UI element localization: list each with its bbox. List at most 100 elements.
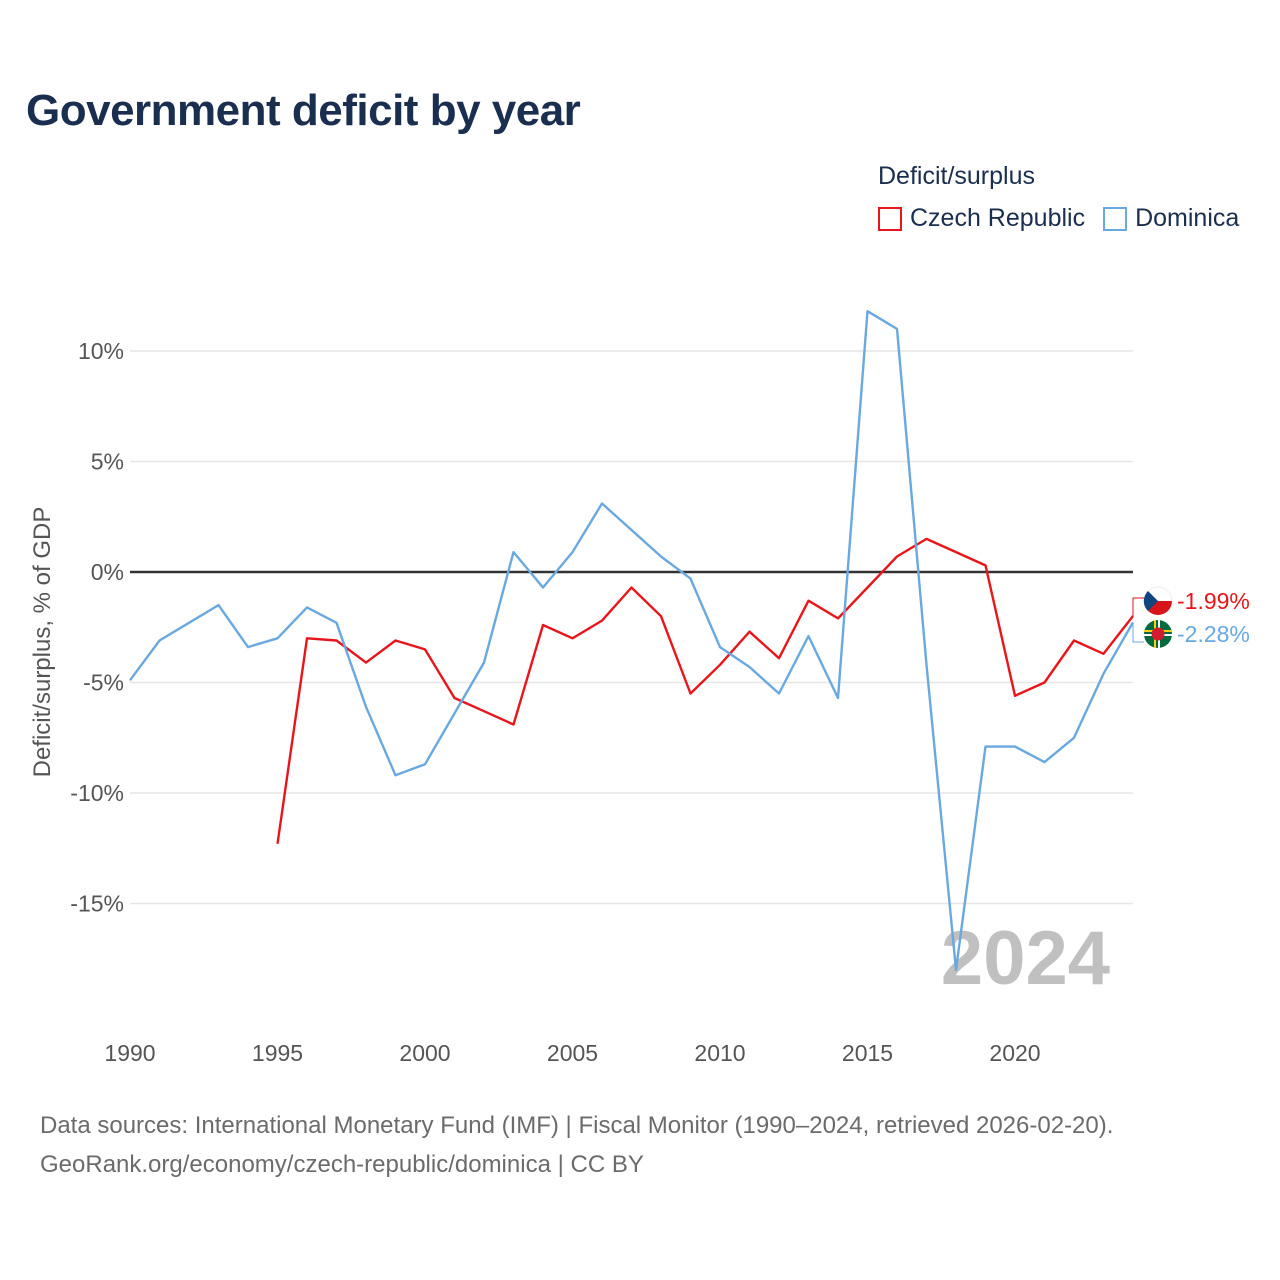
data-point-czech-republic — [659, 614, 663, 618]
end-label-czech-republic: -1.99% — [1177, 588, 1250, 614]
data-point-czech-republic — [1101, 652, 1105, 656]
legend: Czech Republic Dominica — [878, 204, 1257, 233]
data-point-dominica — [836, 696, 840, 700]
legend-label-czech-republic: Czech Republic — [910, 204, 1086, 232]
series-line-dominica — [129, 310, 1135, 971]
data-point-czech-republic — [924, 537, 928, 541]
data-point-dominica — [806, 634, 810, 638]
y-tick-labels: 10% 5% 0% -5% -10% -15% — [70, 338, 124, 917]
data-point-dominica — [452, 711, 456, 715]
data-point-czech-republic — [688, 691, 692, 695]
data-point-dominica — [629, 528, 633, 532]
data-point-czech-republic — [777, 656, 781, 660]
source-note: Data sources: International Monetary Fun… — [40, 1106, 1113, 1184]
data-point-czech-republic — [836, 616, 840, 620]
data-point-czech-republic — [423, 647, 427, 651]
source-line-2[interactable]: GeoRank.org/economy/czech-republic/domin… — [40, 1151, 644, 1178]
grid — [130, 350, 1133, 905]
data-point-czech-republic — [275, 842, 279, 846]
data-point-dominica — [393, 773, 397, 777]
data-point-czech-republic — [305, 636, 309, 640]
flag-icon-dominica — [1144, 620, 1172, 648]
data-point-czech-republic — [806, 599, 810, 603]
data-point-czech-republic — [393, 638, 397, 642]
data-point-czech-republic — [1013, 694, 1017, 698]
data-point-czech-republic — [541, 623, 545, 627]
y-tick-label: 5% — [91, 449, 124, 475]
data-point-dominica — [718, 645, 722, 649]
y-tick-label: -15% — [70, 891, 124, 917]
data-point-czech-republic — [364, 660, 368, 664]
y-tick-label: -5% — [83, 670, 124, 696]
data-point-czech-republic — [1072, 638, 1076, 642]
x-tick-label: 1995 — [252, 1040, 303, 1066]
data-point-dominica — [1072, 736, 1076, 740]
data-point-czech-republic — [629, 585, 633, 589]
data-point-dominica — [570, 550, 574, 554]
end-connector-czech-republic — [1132, 597, 1144, 616]
chart-title: Government deficit by year — [26, 86, 581, 135]
data-point-dominica — [275, 636, 279, 640]
data-point-dominica — [895, 327, 899, 331]
data-point-dominica — [954, 968, 958, 972]
data-point-czech-republic — [511, 722, 515, 726]
data-point-czech-republic — [452, 696, 456, 700]
series-lines — [128, 309, 1135, 972]
data-point-dominica — [1101, 671, 1105, 675]
x-tick-label: 1990 — [104, 1040, 155, 1066]
y-tick-label: -10% — [70, 780, 124, 806]
data-point-dominica — [187, 621, 191, 625]
data-point-dominica — [157, 638, 161, 642]
source-line-1: Data sources: International Monetary Fun… — [40, 1112, 1114, 1139]
data-point-dominica — [659, 554, 663, 558]
legend-title: Deficit/surplus — [878, 162, 1035, 190]
x-tick-labels: 1990 1995 2000 2005 2010 2015 2020 — [104, 1040, 1040, 1066]
data-point-czech-republic — [865, 585, 869, 589]
x-tick-label: 2015 — [842, 1040, 893, 1066]
data-point-czech-republic — [747, 629, 751, 633]
data-point-dominica — [688, 576, 692, 580]
x-tick-label: 2005 — [547, 1040, 598, 1066]
legend-item-dominica[interactable]: Dominica — [1103, 204, 1239, 233]
data-point-dominica — [511, 550, 515, 554]
data-point-dominica — [482, 660, 486, 664]
y-axis-label: Deficit/surplus, % of GDP — [29, 507, 56, 778]
flag-blue-triangle — [1143, 591, 1158, 611]
series-line-czech-republic — [276, 537, 1134, 844]
data-point-dominica — [423, 762, 427, 766]
data-point-dominica — [1013, 744, 1017, 748]
end-connector-dominica — [1132, 622, 1144, 643]
legend-swatch-dominica — [1103, 206, 1128, 231]
data-point-czech-republic — [895, 554, 899, 558]
y-tick-label: 0% — [91, 559, 124, 585]
legend-item-czech-republic[interactable]: Czech Republic — [878, 204, 1085, 233]
legend-swatch-czech-republic — [878, 206, 902, 231]
data-point-czech-republic — [954, 550, 958, 554]
data-point-czech-republic — [983, 563, 987, 567]
data-point-czech-republic — [482, 709, 486, 713]
data-point-dominica — [541, 585, 545, 589]
year-watermark: 2024 — [941, 916, 1110, 1001]
data-point-dominica — [747, 665, 751, 669]
data-point-dominica — [1042, 760, 1046, 764]
data-point-dominica — [983, 744, 987, 748]
data-point-dominica — [924, 663, 928, 667]
data-point-dominica — [364, 705, 368, 709]
flag-icon-czech-republic — [1143, 586, 1173, 616]
data-point-dominica — [128, 678, 132, 682]
data-point-dominica — [305, 605, 309, 609]
data-point-dominica — [246, 645, 250, 649]
data-point-dominica — [865, 309, 869, 313]
x-tick-label: 2010 — [694, 1040, 745, 1066]
y-tick-label: 10% — [78, 338, 124, 364]
data-point-dominica — [777, 691, 781, 695]
legend-label-dominica: Dominica — [1135, 204, 1240, 232]
data-point-dominica — [334, 621, 338, 625]
end-markers: -1.99% -2.28% — [1132, 586, 1250, 648]
flag-disc — [1151, 627, 1165, 641]
data-point-dominica — [600, 501, 604, 505]
end-label-dominica: -2.28% — [1177, 621, 1250, 647]
data-point-czech-republic — [1042, 680, 1046, 684]
data-point-czech-republic — [570, 636, 574, 640]
